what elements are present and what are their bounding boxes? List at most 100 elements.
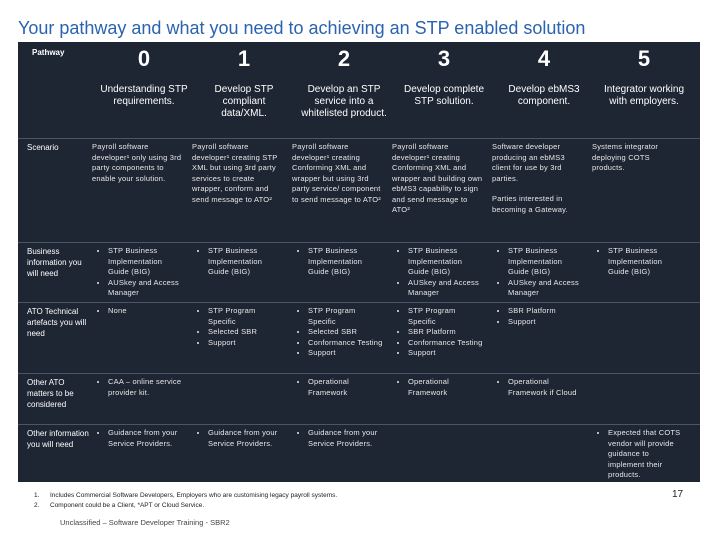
row-separator	[18, 373, 700, 374]
bullet-item: None	[108, 306, 184, 317]
bullet-item: SBR Platform	[408, 327, 484, 338]
bullet-list: STP Business Implementation Guide (BIG)	[592, 246, 684, 278]
step-number: 5	[637, 46, 651, 71]
step-description: Develop an STP service into a whiteliste…	[301, 84, 387, 119]
table-cell: Guidance from your Service Providers.	[192, 428, 284, 449]
footnote: Includes Commercial Software Developers,…	[50, 492, 338, 499]
bullet-item: Conformance Testing	[308, 338, 384, 349]
table-cell: STP Business Implementation Guide (BIG)	[192, 246, 284, 278]
table-cell: None	[92, 306, 184, 317]
bullet-item: Selected SBR	[208, 327, 284, 338]
table-cell: STP Program SpecificSelected SBRConforma…	[292, 306, 384, 359]
bullet-item: Expected that COTS vendor will provide g…	[608, 428, 684, 481]
bullet-list: Operational Framework	[392, 377, 484, 398]
bullet-list: Guidance from your Service Providers.	[192, 428, 284, 449]
table-cell: Guidance from your Service Providers.	[92, 428, 184, 449]
step-number: 3	[437, 46, 451, 71]
cell-text: Payroll software developer¹ creating Con…	[392, 142, 483, 214]
bullet-list: Operational Framework if Cloud	[492, 377, 584, 398]
bullet-item: Support	[208, 338, 284, 349]
bullet-item: AUSkey and Access Manager	[408, 278, 484, 299]
bullet-list: STP Business Implementation Guide (BIG)A…	[392, 246, 484, 299]
table-cell: STP Business Implementation Guide (BIG)A…	[492, 246, 584, 299]
table-cell: Expected that COTS vendor will provide g…	[592, 428, 684, 481]
step-number: 2	[337, 46, 351, 71]
step-number: 0	[137, 46, 151, 71]
bullet-list: STP Business Implementation Guide (BIG)A…	[492, 246, 584, 299]
table-cell: STP Business Implementation Guide (BIG)	[292, 246, 384, 278]
table-cell: Systems integrator deploying COTS produc…	[592, 142, 684, 184]
cell-text: Payroll software developer¹ creating STP…	[192, 142, 278, 204]
cell-text: Payroll software developer¹ only using 3…	[92, 142, 182, 183]
bullet-list: STP Program SpecificSBR PlatformConforma…	[392, 306, 484, 359]
table-cell: STP Program SpecificSBR PlatformConforma…	[392, 306, 484, 359]
table-cell: Guidance from your Service Providers.	[292, 428, 384, 449]
row-label: Business information you will need	[27, 247, 82, 278]
bullet-item: STP Business Implementation Guide (BIG)	[208, 246, 284, 278]
bullet-list: Expected that COTS vendor will provide g…	[592, 428, 684, 481]
footer: Unclassified – Software Developer Traini…	[60, 518, 230, 527]
bullet-list: STP Business Implementation Guide (BIG)	[292, 246, 384, 278]
bullet-list: CAA – online service provider kit.	[92, 377, 184, 398]
bullet-item: STP Program Specific	[208, 306, 284, 327]
bullet-list: Guidance from your Service Providers.	[92, 428, 184, 449]
footnote-number: 1.	[34, 492, 40, 499]
bullet-list: STP Program SpecificSelected SBRSupport	[192, 306, 284, 348]
table-cell: STP Business Implementation Guide (BIG)	[592, 246, 684, 278]
step-description: Understanding STP requirements.	[100, 84, 188, 107]
bullet-item: STP Business Implementation Guide (BIG)	[308, 246, 384, 278]
bullet-item: STP Program Specific	[308, 306, 384, 327]
bullet-item: STP Business Implementation Guide (BIG)	[108, 246, 184, 278]
table-cell: Operational Framework if Cloud	[492, 377, 584, 398]
bullet-list: STP Program SpecificSelected SBRConforma…	[292, 306, 384, 359]
row-separator	[18, 242, 700, 243]
bullet-item: CAA – online service provider kit.	[108, 377, 184, 398]
table-cell: Payroll software developer¹ creating Con…	[292, 142, 384, 215]
step-description: Develop ebMS3 component.	[508, 84, 580, 107]
bullet-item: SBR Platform	[508, 306, 584, 317]
bullet-item: Conformance Testing	[408, 338, 484, 349]
bullet-item: Selected SBR	[308, 327, 384, 338]
bullet-item: STP Business Implementation Guide (BIG)	[508, 246, 584, 278]
bullet-item: Guidance from your Service Providers.	[208, 428, 284, 449]
row-label: ATO Technical artefacts you will need	[27, 307, 87, 338]
table-cell: STP Business Implementation Guide (BIG)A…	[392, 246, 484, 299]
bullet-list: Guidance from your Service Providers.	[292, 428, 384, 449]
bullet-item: Support	[308, 348, 384, 359]
table-cell: Payroll software developer¹ creating STP…	[192, 142, 284, 215]
footnote: Component could be a Client, *APT or Clo…	[50, 502, 205, 509]
slide-title: Your pathway and what you need to achiev…	[18, 18, 586, 38]
table-cell: Software developer producing an ebMS3 cl…	[492, 142, 584, 225]
table-cell: STP Program SpecificSelected SBRSupport	[192, 306, 284, 348]
cell-text: Parties interested in becoming a Gateway…	[492, 194, 568, 214]
cell-text: Software developer producing an ebMS3 cl…	[492, 142, 565, 183]
step-description: Develop STP compliant data/XML.	[214, 84, 274, 119]
row-label: Other ATO matters to be considered	[27, 378, 74, 409]
bullet-list: STP Business Implementation Guide (BIG)	[192, 246, 284, 278]
table-cell: Operational Framework	[392, 377, 484, 398]
table-panel	[18, 42, 700, 482]
table-cell: STP Business Implementation Guide (BIG)A…	[92, 246, 184, 299]
bullet-list: Operational Framework	[292, 377, 384, 398]
bullet-item: AUSkey and Access Manager	[108, 278, 184, 299]
row-label: Other information you will need	[27, 429, 89, 449]
row-label: Scenario	[27, 143, 59, 152]
row-separator	[18, 302, 700, 303]
bullet-item: Support	[408, 348, 484, 359]
bullet-item: Guidance from your Service Providers.	[308, 428, 384, 449]
table-cell: Operational Framework	[292, 377, 384, 398]
bullet-list: None	[92, 306, 184, 317]
bullet-item: Support	[508, 317, 584, 328]
bullet-item: STP Business Implementation Guide (BIG)	[608, 246, 684, 278]
bullet-item: Guidance from your Service Providers.	[108, 428, 184, 449]
step-description: Develop complete STP solution.	[403, 84, 485, 107]
bullet-item: Operational Framework	[308, 377, 384, 398]
bullet-item: STP Business Implementation Guide (BIG)	[408, 246, 484, 278]
bullet-list: SBR PlatformSupport	[492, 306, 584, 327]
bullet-item: STP Program Specific	[408, 306, 484, 327]
row-separator	[18, 424, 700, 425]
table-cell: Payroll software developer¹ only using 3…	[92, 142, 184, 194]
cell-text: Systems integrator deploying COTS produc…	[592, 142, 659, 172]
row-separator	[18, 138, 700, 139]
